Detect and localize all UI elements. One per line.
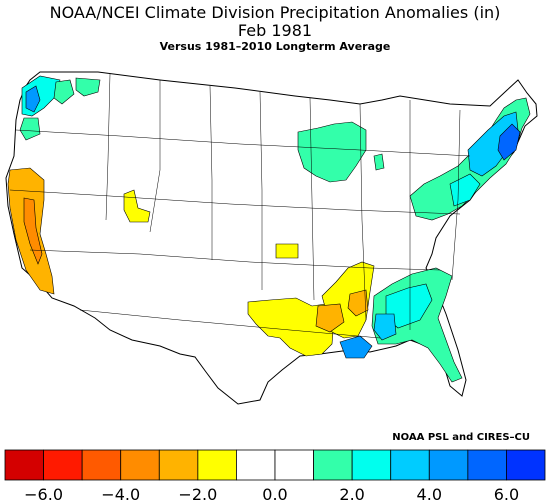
color-legend: −6.0 −4.0 −2.0 0.0 2.0 4.0 6.0 bbox=[4, 449, 546, 504]
region-oregon-coast-wet bbox=[19, 117, 41, 141]
legend-swatch bbox=[120, 449, 160, 481]
legend-swatch bbox=[351, 449, 392, 481]
region-idaho-north-wet bbox=[75, 77, 101, 97]
legend-tick-label: 6.0 bbox=[494, 485, 519, 504]
legend-tick-label: 2.0 bbox=[339, 485, 364, 504]
anomaly-regions bbox=[7, 75, 531, 383]
precipitation-map bbox=[5, 71, 538, 405]
region-new-england-wettest bbox=[497, 123, 521, 161]
legend-swatch bbox=[81, 449, 122, 481]
us-outline bbox=[5, 71, 538, 405]
region-louisiana-coast-wettest bbox=[339, 335, 373, 359]
region-mid-atlantic-wetter bbox=[449, 173, 481, 207]
region-cascades-wet bbox=[53, 79, 75, 105]
legend-swatch bbox=[467, 449, 507, 481]
legend-swatch bbox=[236, 449, 276, 481]
map-period: Feb 1981 bbox=[237, 21, 313, 40]
legend-swatch bbox=[43, 449, 83, 481]
legend-swatch bbox=[390, 449, 430, 481]
region-texas-dry bbox=[247, 297, 335, 357]
region-mississippi-drier bbox=[347, 289, 369, 317]
legend-swatch bbox=[158, 449, 199, 481]
region-kansas-dry bbox=[275, 243, 299, 259]
region-california-central-dry bbox=[23, 197, 43, 265]
credit-text: NOAA PSL and CIRES–CU bbox=[392, 432, 530, 443]
region-puget-sound bbox=[25, 85, 41, 113]
map-title: NOAA/NCEI Climate Division Precipitation… bbox=[49, 3, 501, 22]
legend-swatch bbox=[313, 449, 353, 481]
region-utah-dry bbox=[123, 189, 151, 223]
legend-tick-label: −2.0 bbox=[178, 485, 217, 504]
legend-swatch bbox=[428, 449, 469, 481]
legend-tick-label: −4.0 bbox=[101, 485, 140, 504]
legend-swatch bbox=[197, 449, 237, 481]
legend-tick-label: 0.0 bbox=[262, 485, 287, 504]
legend-swatch bbox=[4, 449, 44, 481]
legend-tick-label: −6.0 bbox=[24, 485, 63, 504]
climate-division-lines bbox=[9, 73, 471, 339]
legend-tick-label: 4.0 bbox=[417, 485, 442, 504]
region-michigan-wet bbox=[373, 153, 385, 171]
region-upper-midwest-wet bbox=[297, 121, 367, 183]
legend-swatch bbox=[274, 449, 314, 481]
region-arkansas-drier bbox=[315, 303, 345, 333]
legend-swatch bbox=[506, 449, 546, 481]
region-alabama-wettest bbox=[373, 313, 397, 341]
map-subtitle: Versus 1981–2010 Longterm Average bbox=[159, 40, 391, 53]
